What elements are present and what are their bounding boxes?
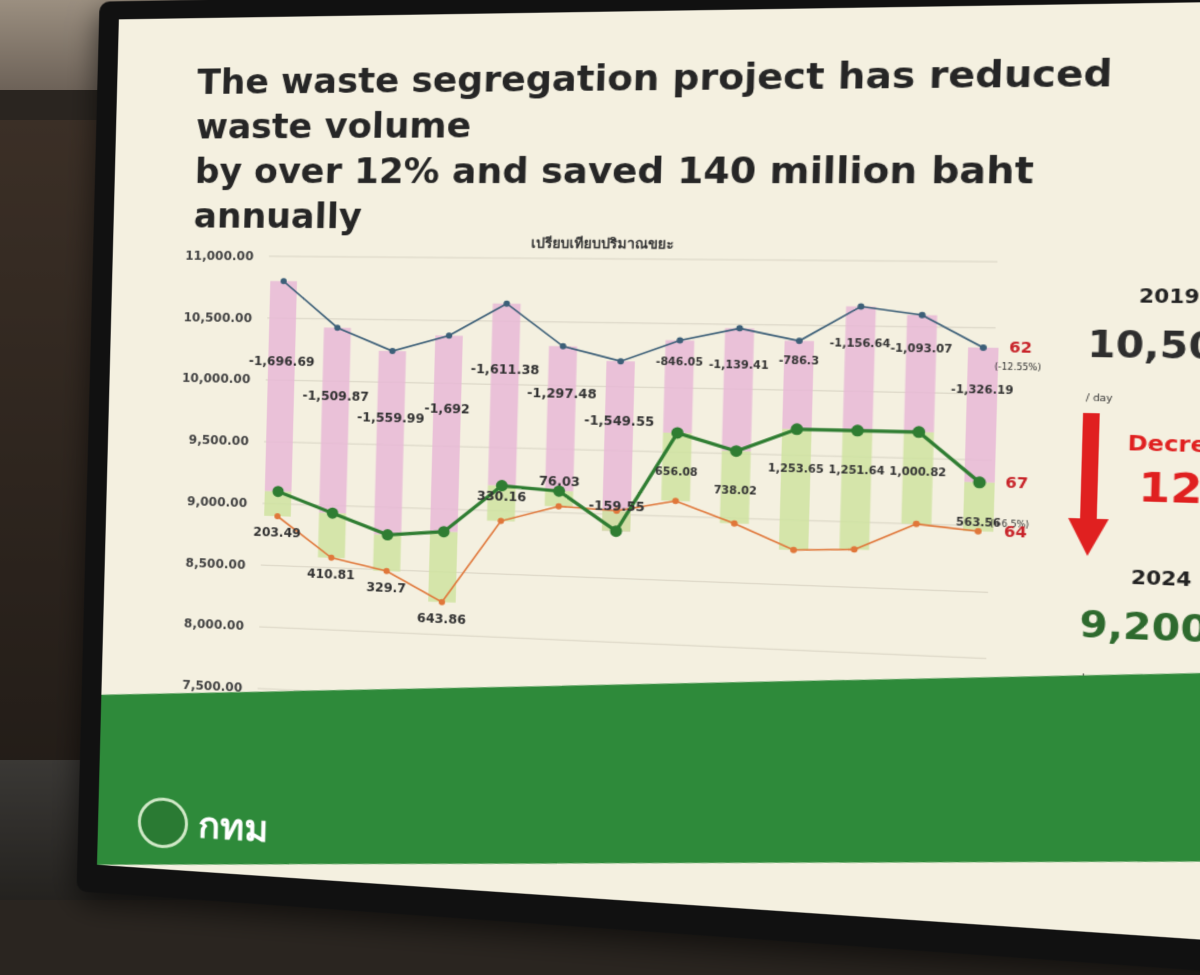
year-after: 2024 (1130, 566, 1192, 592)
year-before: 2019 (1138, 284, 1200, 309)
negative-diff-label: -1,326.19 (951, 384, 1014, 397)
bma-logo: กทม (137, 792, 269, 858)
diff-bar-negative (964, 347, 999, 483)
decrease-percent: 12% (1137, 462, 1200, 515)
y-tick-label: 8,500.00 (185, 555, 245, 571)
end-label-2567: 67 (1005, 474, 1028, 492)
diff-bar-negative (319, 327, 351, 514)
diff-bar-negative (264, 281, 298, 492)
diff-bar-negative (721, 328, 755, 452)
value-before-number: 10,500 (1086, 322, 1200, 370)
positive-pct-label: (+6.5%) (990, 519, 1029, 530)
y-tick-label: 9,500.00 (189, 433, 249, 449)
positive-diff-label: 1,000.82 (889, 466, 946, 479)
diff-bar-positive (839, 430, 873, 550)
positive-diff-label: -159.55 (589, 498, 645, 515)
negative-pct-label: (-12.55%) (994, 362, 1041, 373)
y-tick-label: 11,000.00 (185, 249, 254, 264)
y-tick-label: 9,000.00 (187, 494, 247, 510)
positive-diff-label: 330.16 (477, 488, 527, 504)
y-tick-label: 10,000.00 (182, 371, 251, 387)
end-label-2562: 62 (1009, 339, 1032, 357)
positive-diff-label: 738.02 (714, 484, 757, 497)
positive-diff-label: 410.81 (307, 566, 355, 582)
positive-diff-label: 203.49 (253, 525, 301, 541)
logo-text: กทม (197, 804, 269, 851)
y-tick-label: 10,500.00 (183, 310, 252, 325)
positive-diff-label: 656.08 (655, 466, 698, 479)
diff-bar-positive (372, 534, 402, 572)
gridline (259, 627, 986, 659)
negative-diff-label: -1,509.87 (302, 388, 369, 404)
positive-diff-label: 329.7 (366, 580, 406, 596)
negative-diff-label: -1,549.55 (584, 413, 655, 429)
diff-bar-positive (778, 428, 812, 551)
diff-bar-negative (903, 314, 938, 433)
end-label-2564: 64 (1004, 523, 1028, 541)
bma-seal-icon (137, 795, 189, 850)
negative-diff-label: -1,093.07 (890, 343, 952, 356)
chart-title: เปรียบเทียบปริมาณขยะ (531, 236, 674, 253)
diff-bar-negative (430, 335, 463, 533)
y-tick-label: 8,000.00 (184, 616, 244, 633)
value-before: 10,500Tons / day (1064, 323, 1200, 415)
y-tick-label: 7,500.00 (182, 678, 242, 695)
diff-bar-negative (373, 350, 407, 536)
negative-diff-label: -846.05 (656, 357, 704, 370)
value-after-number: 9,200 (1078, 602, 1200, 653)
gridline (269, 256, 998, 261)
diff-bar-positive (486, 485, 516, 522)
positive-diff-label: 1,253.65 (768, 463, 824, 476)
diff-bar-negative (487, 303, 521, 487)
diff-bar-negative (545, 346, 578, 492)
diff-bar-positive (428, 531, 458, 603)
positive-diff-label: 76.03 (539, 473, 580, 489)
diff-bar-positive (264, 491, 292, 517)
negative-diff-label: -1,297.48 (527, 386, 597, 402)
negative-diff-label: -1,692 (424, 401, 470, 417)
negative-diff-label: -1,559.99 (357, 410, 425, 426)
diff-bar-negative (842, 306, 876, 431)
decrease-label: Decrease (1127, 429, 1200, 459)
down-arrow-icon (1067, 412, 1109, 557)
monitor: The waste segregation project has reduce… (76, 0, 1200, 975)
negative-diff-label: -1,156.64 (829, 338, 891, 351)
negative-diff-label: -786.3 (778, 355, 819, 368)
positive-diff-label: 1,251.64 (828, 464, 885, 477)
gridline (267, 318, 995, 328)
slide: The waste segregation project has reduce… (96, 1, 1200, 942)
decrease-indicator: Decrease 12% (1065, 408, 1200, 568)
positive-diff-label: 643.86 (417, 610, 466, 627)
summary-panel: 2019 10,500Tons / day (1064, 284, 1200, 414)
negative-diff-label: -1,139.41 (709, 359, 769, 372)
diff-bar-positive (317, 512, 347, 559)
negative-diff-label: -1,611.38 (471, 362, 540, 378)
negative-diff-label: -1,696.69 (249, 354, 315, 370)
positive-diff-label: 563.56 (956, 516, 1001, 529)
diff-bar-negative (663, 340, 695, 434)
